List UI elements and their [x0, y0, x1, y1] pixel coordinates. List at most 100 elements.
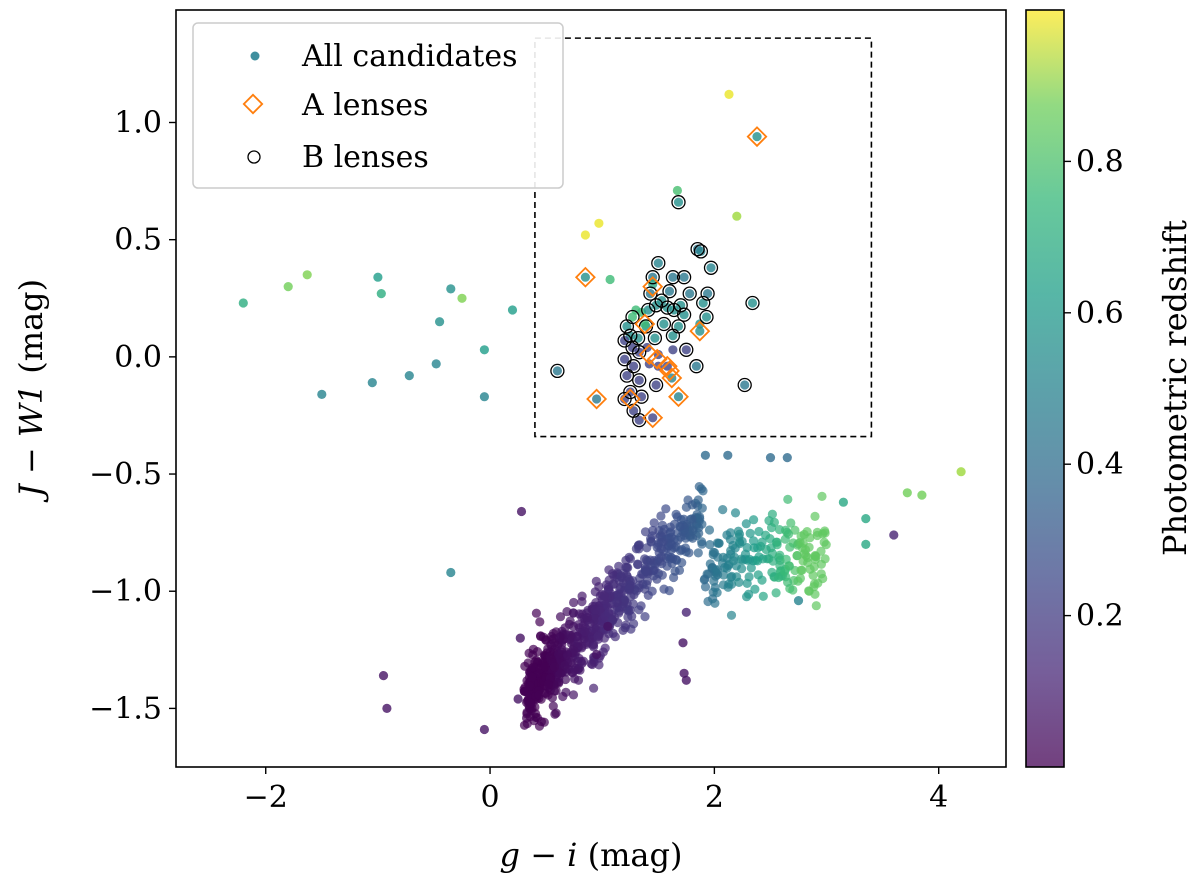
data-point	[650, 333, 660, 343]
data-point	[956, 467, 966, 477]
data-point	[793, 596, 804, 606]
data-point	[676, 300, 686, 310]
data-point	[507, 305, 518, 315]
data-point	[688, 533, 698, 543]
data-point	[539, 717, 549, 727]
data-point	[693, 548, 703, 558]
data-point	[570, 663, 581, 674]
data-point	[861, 514, 871, 524]
data-point	[746, 563, 756, 573]
data-point	[696, 484, 707, 494]
data-point	[583, 605, 593, 616]
data-point	[592, 394, 602, 404]
data-point	[549, 662, 560, 672]
b-lens-marker	[676, 270, 692, 285]
b-lens-marker	[617, 391, 632, 407]
data-point	[685, 289, 695, 299]
data-point	[625, 387, 635, 397]
data-point	[624, 584, 635, 594]
b-lens-marker	[647, 330, 663, 346]
b-lens-marker	[737, 377, 752, 393]
data-point	[889, 530, 899, 540]
data-point	[516, 506, 527, 517]
data-point	[376, 289, 386, 299]
data-point	[666, 552, 676, 562]
b-lens-marker	[626, 359, 641, 374]
data-point	[902, 488, 912, 498]
legend-label-b-lenses: B lenses	[302, 140, 429, 175]
data-point	[629, 406, 639, 416]
data-point	[665, 522, 675, 532]
x-axis-label: g − i (mag)	[500, 836, 683, 874]
data-point	[627, 342, 638, 353]
inset-box-layer	[534, 37, 873, 438]
data-point	[479, 392, 489, 402]
b-lens-marker	[656, 316, 672, 332]
data-point	[754, 552, 764, 562]
data-point	[820, 526, 830, 536]
data-point	[792, 551, 802, 561]
data-point	[748, 536, 759, 546]
b-lens-marker	[745, 295, 760, 311]
points-layer	[238, 89, 966, 735]
data-point	[645, 555, 655, 565]
data-point	[629, 361, 639, 371]
data-point	[582, 612, 593, 623]
data-point	[648, 413, 658, 423]
data-point	[709, 576, 719, 586]
data-point	[534, 690, 544, 700]
data-point	[577, 591, 587, 601]
data-point	[640, 612, 650, 622]
data-point	[626, 591, 636, 601]
a-lens-marker	[746, 126, 768, 148]
data-point	[703, 289, 713, 299]
data-point	[614, 561, 624, 571]
data-point	[651, 380, 661, 390]
legend-label-a-lenses: A lenses	[301, 88, 428, 123]
data-point	[683, 495, 693, 505]
b-lens-marker	[665, 270, 681, 285]
b-lens-marker	[619, 368, 635, 383]
y-tick-label: −1.5	[89, 691, 162, 726]
data-point	[704, 525, 715, 535]
data-point	[798, 538, 808, 548]
legend-marker-a-lenses	[242, 93, 264, 115]
data-point	[681, 345, 691, 355]
data-point	[612, 597, 623, 607]
data-point	[622, 562, 632, 573]
data-point	[566, 630, 576, 640]
data-point	[604, 608, 614, 618]
colorbar-gradient	[1026, 10, 1064, 767]
colorbar-tick-label: 0.4	[1076, 447, 1124, 482]
colorbar-tick-label: 0.8	[1076, 144, 1124, 179]
data-point	[672, 185, 683, 196]
y-axis-label: J − W1 (mag)	[12, 279, 50, 503]
data-point	[677, 558, 687, 568]
a-lens-marker	[634, 313, 656, 335]
colorbar-label: Photometric redshift	[1156, 220, 1194, 556]
data-point	[636, 601, 646, 611]
b-lens-marker	[690, 241, 705, 257]
data-point	[525, 698, 536, 708]
a-lens-marker	[689, 320, 711, 342]
data-point	[548, 701, 558, 711]
data-point	[799, 529, 809, 540]
data-point	[673, 321, 684, 331]
b-lens-marker	[632, 373, 647, 388]
data-point	[676, 532, 686, 542]
data-point	[750, 584, 760, 594]
data-point	[722, 530, 732, 540]
data-point	[749, 543, 759, 553]
b-lens-marker	[696, 295, 711, 311]
data-point	[622, 321, 632, 331]
data-point	[781, 525, 791, 535]
data-point	[604, 565, 614, 575]
data-point	[691, 361, 702, 371]
data-point	[740, 380, 750, 390]
data-point	[768, 556, 778, 566]
data-point	[649, 518, 659, 528]
data-point	[728, 556, 739, 566]
data-point	[861, 539, 871, 550]
x-tick-label: 2	[705, 780, 724, 815]
